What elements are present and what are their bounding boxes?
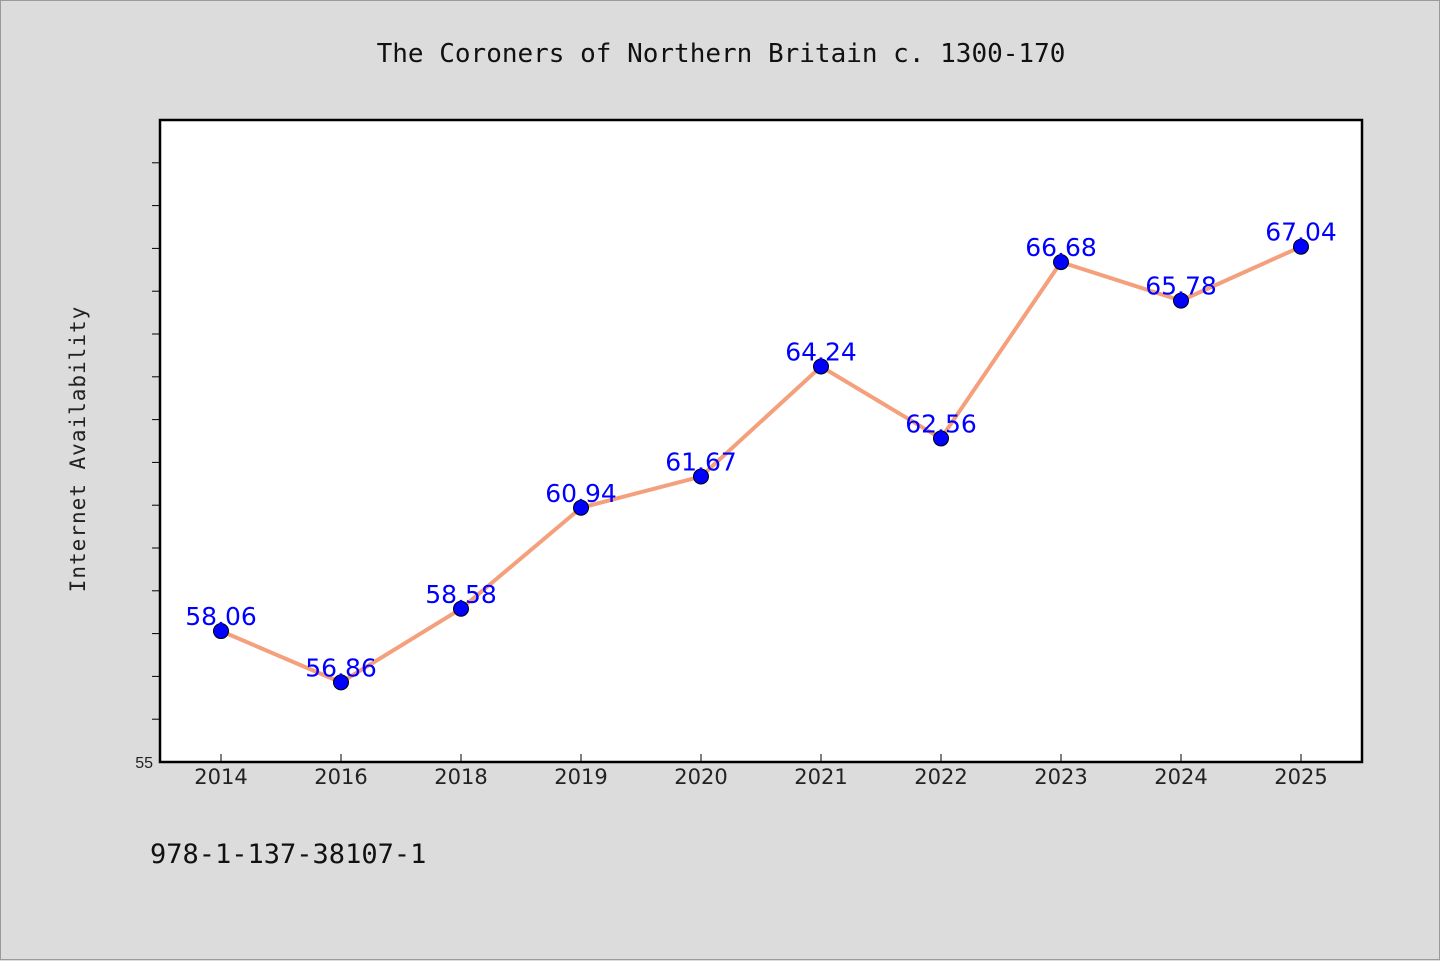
plot-area bbox=[158, 118, 1364, 764]
data-labels: 58.06 56.86 58.58 60.94 61.67 64.24 62.56 66.68… bbox=[185, 218, 1337, 683]
data-point bbox=[573, 499, 589, 516]
data-label: 67.04 bbox=[1265, 218, 1337, 247]
data-point bbox=[213, 623, 229, 640]
series-layer bbox=[213, 238, 1309, 691]
data-point bbox=[693, 468, 709, 485]
data-label: 61.67 bbox=[665, 448, 737, 477]
isbn-footer: 978-1-137-38107-1 bbox=[150, 839, 426, 870]
x-tick-label: 2019 bbox=[554, 765, 607, 789]
series-line bbox=[219, 244, 1303, 685]
data-point bbox=[1293, 238, 1309, 255]
x-axis-ticks: 2014 2016 2018 2019 2020 2021 2022 2023 2024 2025 bbox=[194, 754, 1328, 789]
data-label: 56.86 bbox=[305, 653, 377, 682]
x-tick-label: 2021 bbox=[794, 765, 847, 789]
x-tick-label: 2024 bbox=[1154, 765, 1207, 789]
data-point bbox=[453, 600, 469, 617]
data-point bbox=[813, 358, 829, 375]
y-axis-ticks: 55 bbox=[135, 162, 160, 772]
data-label: 58.58 bbox=[425, 580, 497, 609]
data-point bbox=[933, 430, 949, 447]
x-tick-label: 2016 bbox=[314, 765, 367, 789]
data-point bbox=[333, 674, 349, 691]
chart-title: The Coroners of Northern Britain c. 1300… bbox=[377, 39, 1066, 69]
x-tick-label: 2022 bbox=[914, 765, 967, 789]
data-point bbox=[1053, 254, 1069, 271]
x-tick-label: 2014 bbox=[194, 765, 247, 789]
data-label: 60.94 bbox=[545, 479, 617, 508]
data-label: 58.06 bbox=[185, 602, 257, 631]
data-label: 66.68 bbox=[1025, 233, 1097, 262]
data-label: 64.24 bbox=[785, 338, 857, 367]
data-point bbox=[1173, 292, 1189, 309]
y-tick-label: 55 bbox=[135, 755, 153, 772]
y-axis-label: Internet Availability bbox=[66, 306, 90, 593]
data-label: 62.56 bbox=[905, 409, 977, 438]
x-tick-label: 2025 bbox=[1274, 765, 1327, 789]
x-tick-label: 2020 bbox=[674, 765, 727, 789]
x-tick-label: 2023 bbox=[1034, 765, 1087, 789]
data-label: 65.78 bbox=[1145, 272, 1217, 301]
x-tick-label: 2018 bbox=[434, 765, 487, 789]
